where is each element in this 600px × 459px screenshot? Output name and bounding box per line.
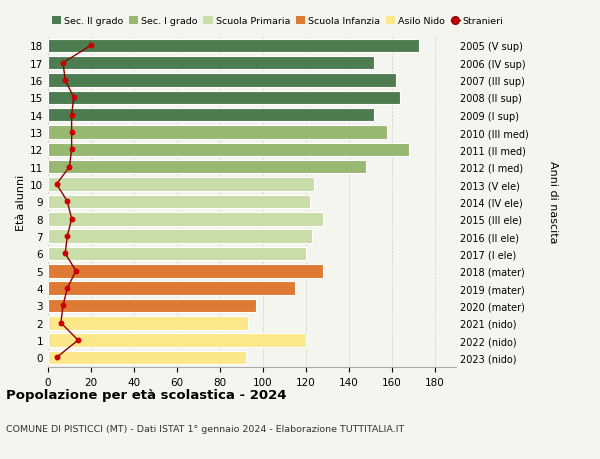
Bar [48, 178, 314, 191]
Bar [48, 161, 366, 174]
Point [67, 146, 76, 154]
Point [62, 285, 72, 292]
Point [61, 250, 70, 257]
Bar [48, 264, 323, 278]
Bar [48, 39, 419, 53]
Text: Popolazione per età scolastica - 2024: Popolazione per età scolastica - 2024 [6, 388, 287, 401]
Point [62, 198, 72, 206]
Bar [48, 334, 305, 347]
Bar [48, 126, 387, 140]
Point [58, 60, 68, 67]
Bar [48, 230, 312, 243]
Bar [48, 74, 396, 88]
Point [71, 268, 81, 275]
Point [62, 233, 72, 240]
Bar [48, 143, 409, 157]
Bar [48, 316, 248, 330]
Legend: Sec. II grado, Sec. I grado, Scuola Primaria, Scuola Infanzia, Asilo Nido, Stran: Sec. II grado, Sec. I grado, Scuola Prim… [48, 13, 508, 30]
Bar [48, 299, 256, 313]
Point [67, 112, 76, 119]
Bar [48, 213, 323, 226]
Y-axis label: Anni di nascita: Anni di nascita [548, 161, 559, 243]
Bar [48, 109, 374, 122]
Point [69, 95, 79, 102]
Text: COMUNE DI PISTICCI (MT) - Dati ISTAT 1° gennaio 2024 - Elaborazione TUTTITALIA.I: COMUNE DI PISTICCI (MT) - Dati ISTAT 1° … [6, 425, 404, 434]
Bar [48, 282, 295, 295]
Point [86, 43, 96, 50]
Point [56, 319, 65, 327]
Point [52, 181, 61, 188]
Bar [48, 91, 400, 105]
Y-axis label: Età alunni: Età alunni [16, 174, 26, 230]
Point [73, 337, 83, 344]
Point [58, 302, 68, 309]
Point [67, 216, 76, 223]
Bar [48, 247, 305, 261]
Point [65, 164, 74, 171]
Bar [48, 351, 245, 364]
Bar [48, 195, 310, 209]
Bar [48, 57, 374, 70]
Point [52, 354, 61, 361]
Point [67, 129, 76, 136]
Point [61, 77, 70, 84]
